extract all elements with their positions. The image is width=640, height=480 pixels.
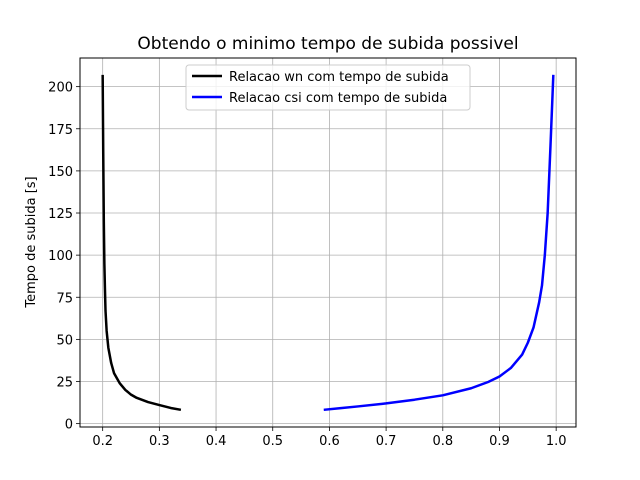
x-tick-label: 0.7 [376, 434, 397, 449]
x-tick-label: 0.2 [92, 434, 113, 449]
legend: Relacao wn com tempo de subida Relacao c… [185, 64, 471, 111]
x-tick-label: 0.9 [489, 434, 510, 449]
chart-title: Obtendo o minimo tempo de subida possive… [137, 34, 518, 54]
y-tick-label: 175 [48, 123, 73, 138]
y-tick-label: 75 [56, 291, 73, 306]
y-tick-label: 25 [56, 376, 73, 391]
x-tick-label: 0.6 [319, 434, 340, 449]
y-tick-label: 0 [65, 418, 73, 433]
series-line-1 [323, 74, 555, 412]
x-tick-label: 0.8 [432, 434, 453, 449]
y-tick-label: 125 [48, 207, 73, 222]
y-tick-label: 50 [56, 333, 73, 348]
x-tick-label: 0.3 [149, 434, 170, 449]
x-tick-label: 1.0 [546, 434, 567, 449]
axis-ticks: 0.2 0.3 0.4 0.5 0.6 0.7 0.8 0.9 1.0 0 25 50 75 100 125… [48, 81, 566, 449]
y-tick-label: 100 [48, 249, 73, 264]
series-lines [101, 74, 555, 412]
x-tick-label: 0.4 [206, 434, 227, 449]
legend-label-csi: Relacao csi com tempo de subida [229, 91, 447, 106]
x-tick-label: 0.5 [262, 434, 283, 449]
legend-label-wn: Relacao wn com tempo de subida [229, 70, 449, 85]
y-axis-label: Tempo de subida [s] [24, 176, 39, 308]
series-line-0 [101, 74, 182, 412]
legend-box [185, 64, 471, 111]
y-tick-label: 150 [48, 165, 73, 180]
y-tick-label: 200 [48, 81, 73, 96]
plot-frame [79, 57, 577, 428]
grid-lines [80, 58, 576, 427]
